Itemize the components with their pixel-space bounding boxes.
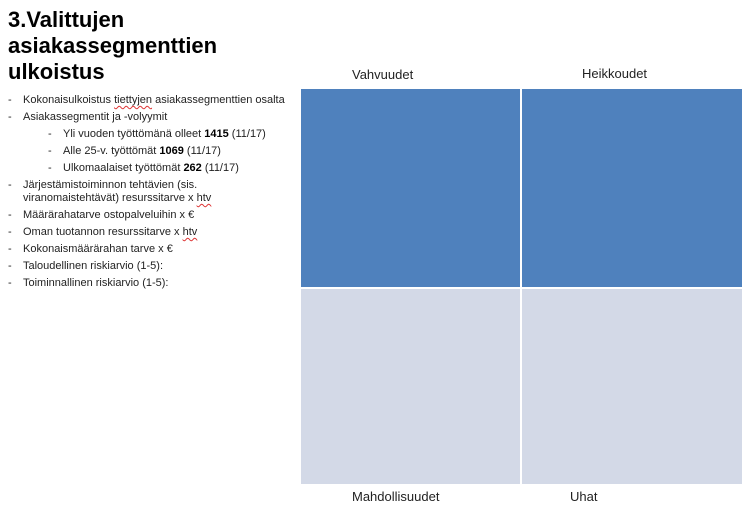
sub-bullet-item: - Ulkomaalaiset työttömät 262 (11/17) — [48, 162, 293, 175]
bullet-dash: - — [8, 179, 12, 191]
bullet-dash: - — [8, 209, 12, 221]
bullet-text: Kokonaisulkoistus — [23, 94, 115, 106]
slide-title: 3.Valittujen asiakassegmenttien ulkoistu… — [8, 7, 268, 85]
label-weaknesses: Heikkoudet — [582, 66, 648, 81]
bullet-text: (11/17) — [201, 162, 239, 174]
title-line-1: 3.Valittujen — [8, 7, 125, 32]
label-strengths: Vahvuudet — [352, 67, 414, 82]
bullet-count: 262 — [183, 162, 202, 174]
bullet-dash: - — [8, 94, 12, 106]
bullet-dash: - — [8, 111, 12, 123]
bullet-text: (11/17) — [183, 145, 221, 157]
bullet-dash: - — [48, 128, 52, 140]
bullet-text: Määrärahatarve ostopalveluihin x € — [23, 209, 195, 221]
bullet-item: - Toiminnallinen riskiarvio (1-5): — [8, 277, 293, 290]
bullet-item: - Oman tuotannon resurssitarve x htv — [8, 226, 293, 239]
quadrant-threats — [522, 289, 742, 484]
sub-bullet-item: - Yli vuoden työttömänä olleet 1415 (11/… — [48, 128, 293, 141]
bullet-dash: - — [8, 226, 12, 238]
quadrant-strengths — [301, 89, 520, 287]
quadrant-weaknesses — [522, 89, 742, 287]
quadrant-opportunities — [301, 289, 520, 484]
bullet-item: - Kokonaismäärärahan tarve x € — [8, 243, 293, 256]
bullet-item: - Järjestämistoiminnon tehtävien (sis. v… — [8, 179, 293, 205]
bullet-list: - Kokonaisulkoistus tiettyjen asiakasseg… — [8, 94, 293, 294]
bullet-item: - Asiakassegmentit ja -volyymit — [8, 111, 293, 124]
spellcheck-word: tiettyjen — [114, 94, 153, 106]
bullet-count: 1069 — [159, 145, 184, 157]
bullet-text: Alle 25-v. työttömät — [63, 145, 160, 157]
bullet-item: - Määrärahatarve ostopalveluihin x € — [8, 209, 293, 222]
bullet-text: Järjestämistoiminnon tehtävien (sis. vir… — [23, 179, 198, 204]
bullet-dash: - — [8, 260, 12, 272]
label-opportunities: Mahdollisuudet — [352, 489, 440, 504]
bullet-text: Yli vuoden työttömänä olleet — [63, 128, 205, 140]
bullet-count: 1415 — [204, 128, 229, 140]
spellcheck-word: htv — [196, 192, 212, 204]
bullet-text: Toiminnallinen riskiarvio (1-5): — [23, 277, 169, 289]
bullet-item: - Taloudellinen riskiarvio (1-5): — [8, 260, 293, 273]
bullet-dash: - — [8, 277, 12, 289]
bullet-dash: - — [48, 145, 52, 157]
bullet-dash: - — [48, 162, 52, 174]
spellcheck-word: htv — [182, 226, 198, 238]
bullet-item: - Kokonaisulkoistus tiettyjen asiakasseg… — [8, 94, 293, 107]
bullet-text: Asiakassegmentit ja -volyymit — [23, 111, 168, 123]
bullet-dash: - — [8, 243, 12, 255]
bullet-text: Taloudellinen riskiarvio (1-5): — [23, 260, 164, 272]
title-line-2: asiakassegmenttien — [8, 33, 218, 58]
title-line-3: ulkoistus — [8, 59, 105, 84]
bullet-text: asiakassegmenttien osalta — [152, 94, 285, 106]
bullet-text: Ulkomaalaiset työttömät — [63, 162, 184, 174]
label-threats: Uhat — [570, 489, 598, 504]
bullet-text: (11/17) — [228, 128, 266, 140]
sub-bullet-item: - Alle 25-v. työttömät 1069 (11/17) — [48, 145, 293, 158]
bullet-text: Oman tuotannon resurssitarve x — [23, 226, 183, 238]
bullet-text: Kokonaismäärärahan tarve x € — [23, 243, 173, 255]
